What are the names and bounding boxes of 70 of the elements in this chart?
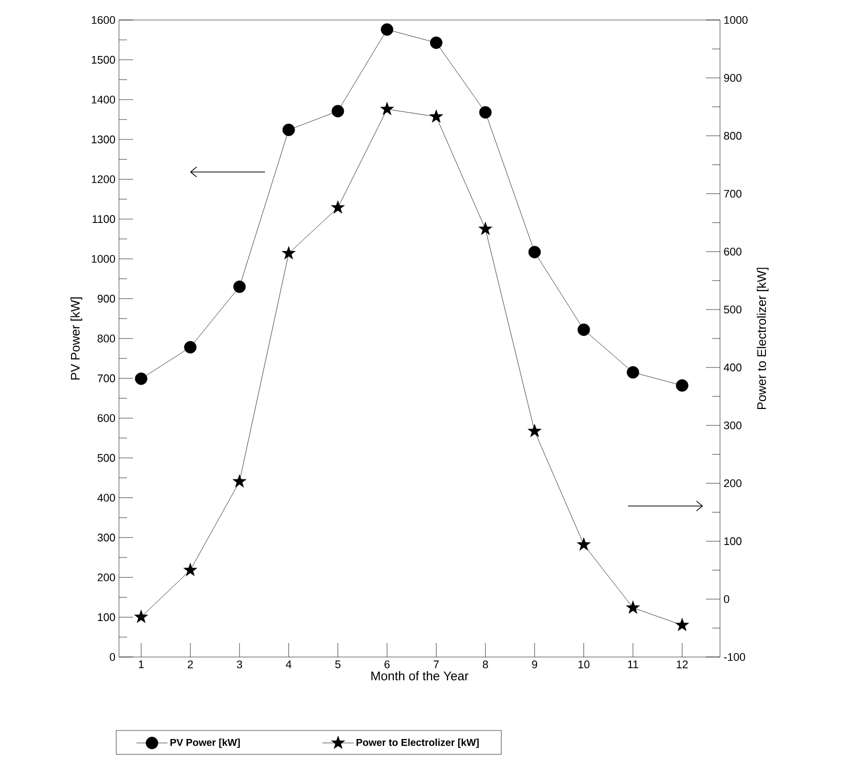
y2-tick-label: 600	[724, 248, 742, 256]
x-tick-label: 12	[676, 660, 688, 668]
y2-tick-label: 0	[724, 595, 730, 603]
y2-tick-label: -100	[724, 653, 746, 661]
point	[282, 246, 296, 260]
y2-axis-title: Power to Electrolizer [kW]	[756, 268, 768, 410]
y-tick-label: 1400	[92, 96, 116, 104]
x-tick-label: 11	[628, 660, 638, 668]
x-tick-label: 9	[532, 660, 538, 668]
point	[527, 424, 542, 438]
point	[578, 324, 590, 336]
y-tick-label: 100	[98, 613, 116, 622]
y-tick-label: 1600	[92, 16, 116, 24]
x-tick-label: 2	[188, 660, 193, 668]
x-tick-label: 7	[434, 660, 439, 668]
y-tick-label: 0	[110, 653, 116, 661]
y2-tick-label: 200	[724, 479, 742, 488]
y2-tick-label: 500	[724, 306, 742, 314]
x-tick-label: 3	[236, 660, 242, 668]
point	[429, 109, 444, 123]
y2-tick-label: 400	[724, 364, 742, 372]
x-tick-label: 10	[578, 660, 590, 668]
point	[183, 562, 198, 576]
x-tick-label: 4	[286, 660, 292, 668]
x-tick-label: 8	[482, 660, 488, 668]
point	[232, 474, 247, 488]
y2-tick-label: 100	[724, 537, 742, 546]
point	[134, 610, 148, 624]
y-tick-label: 500	[98, 454, 116, 462]
point	[675, 618, 690, 632]
point	[380, 102, 394, 116]
legend-label: PV Power [kW]	[170, 738, 240, 748]
point	[528, 246, 541, 258]
x-tick-label: 1	[138, 660, 144, 668]
y2-tick-label: 800	[724, 132, 742, 140]
point	[479, 106, 492, 119]
y-axis-title: PV Power [kW]	[70, 297, 82, 380]
point	[576, 537, 591, 551]
point	[430, 36, 442, 49]
y2-tick-label: 300	[724, 421, 742, 430]
y-tick-label: 1100	[92, 215, 116, 223]
y2-tick-label: 700	[724, 190, 742, 198]
point	[380, 23, 394, 36]
y-tick-label: 1000	[92, 254, 116, 263]
x-axis-title: Month of the Year	[371, 671, 468, 680]
point	[233, 280, 246, 293]
x-tick-label: 5	[335, 660, 340, 668]
y-tick-label: 800	[98, 334, 116, 342]
y2-tick-label: 1000	[724, 16, 748, 24]
point	[676, 379, 688, 392]
y2-tick-label: 900	[724, 74, 742, 82]
point	[134, 372, 148, 385]
point	[626, 366, 640, 379]
y-tick-label: 1200	[92, 175, 116, 184]
y-tick-label: 1300	[92, 136, 116, 144]
y-tick-label: 900	[98, 294, 116, 303]
y-tick-label: 300	[98, 534, 116, 542]
point	[184, 341, 197, 354]
point	[330, 200, 345, 214]
y-tick-label: 200	[98, 573, 116, 582]
point	[332, 104, 344, 118]
y-tick-label: 600	[98, 414, 116, 422]
y-tick-label: 1500	[92, 56, 116, 64]
y-tick-label: 400	[97, 494, 116, 502]
x-tick-label: 6	[384, 660, 390, 668]
legend-label: Power to Electrolizer [kW]	[356, 738, 479, 748]
point	[626, 600, 640, 614]
point	[282, 124, 295, 136]
point	[478, 222, 493, 236]
y-tick-label: 700	[98, 374, 116, 382]
